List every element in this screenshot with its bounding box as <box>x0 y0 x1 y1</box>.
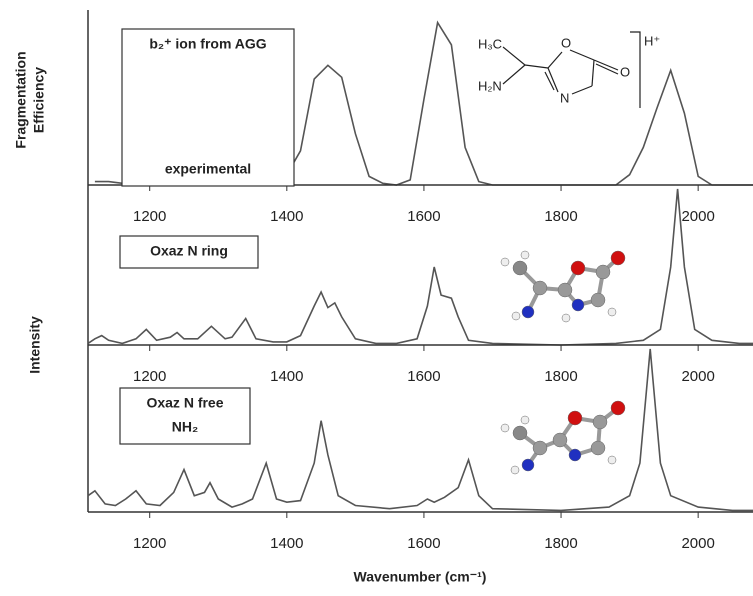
y-axis-label: Efficiency <box>31 67 47 133</box>
x-tick-label: 1600 <box>407 535 440 552</box>
x-tick-label: 1800 <box>544 368 577 385</box>
panel-label: Oxaz N free <box>146 395 223 411</box>
x-tick-label: 1200 <box>133 535 166 552</box>
x-tick-label: 2000 <box>681 368 714 385</box>
atom-label: H⁺ <box>644 33 660 48</box>
atom-label: H₃C <box>478 36 502 51</box>
x-tick-label: 1600 <box>407 368 440 385</box>
atom-label: N <box>560 90 569 105</box>
figure: H₃C H₂N O O N H⁺ 1200 1400 1600 1800 2000 Fra… <box>0 0 753 591</box>
molecule-atoms <box>501 251 625 474</box>
y-axis-label: Intensity <box>27 316 43 374</box>
x-tick-label: 2000 <box>681 535 714 552</box>
x-tick-label: 1400 <box>270 208 303 225</box>
x-axis-label: Wavenumber (cm⁻¹) <box>354 569 487 585</box>
panel-label: experimental <box>165 161 251 177</box>
x-tick-label: 2000 <box>681 208 714 225</box>
panel-label: NH₂ <box>172 419 198 435</box>
x-tick-label: 1200 <box>133 368 166 385</box>
y-axis-label: Fragmentation <box>13 51 29 148</box>
x-tick-label: 1800 <box>544 208 577 225</box>
x-tick-label: 1200 <box>133 208 166 225</box>
atom-label: O <box>620 64 630 79</box>
atom-label: H₂N <box>478 78 502 93</box>
x-tick-label: 1400 <box>270 535 303 552</box>
x-tick-label: 1600 <box>407 208 440 225</box>
atom-label: O <box>561 35 571 50</box>
x-tick-label: 1800 <box>544 535 577 552</box>
panel-label: b₂⁺ ion from AGG <box>149 36 266 52</box>
x-tick-label: 1400 <box>270 368 303 385</box>
panel-label: Oxaz N ring <box>150 243 228 259</box>
